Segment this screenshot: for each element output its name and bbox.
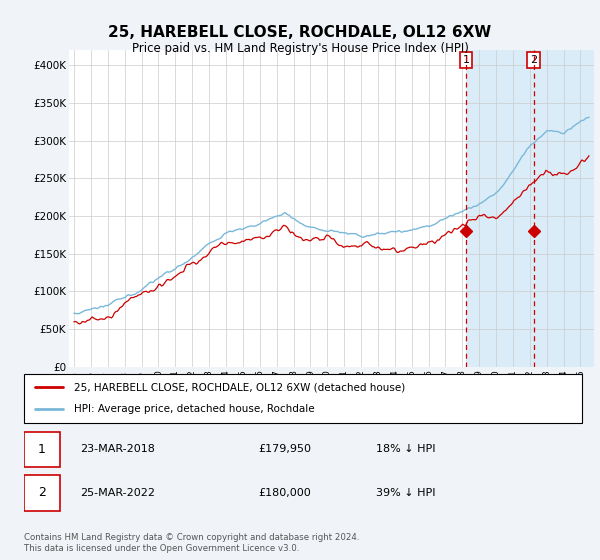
FancyBboxPatch shape [24,432,60,467]
Text: £179,950: £179,950 [259,445,311,454]
FancyBboxPatch shape [24,475,60,511]
Text: 2: 2 [530,55,537,65]
Text: 1: 1 [38,443,46,456]
Text: 2: 2 [38,487,46,500]
Text: 39% ↓ HPI: 39% ↓ HPI [376,488,435,498]
Text: Price paid vs. HM Land Registry's House Price Index (HPI): Price paid vs. HM Land Registry's House … [131,42,469,55]
Text: HPI: Average price, detached house, Rochdale: HPI: Average price, detached house, Roch… [74,404,315,414]
Text: 23-MAR-2018: 23-MAR-2018 [80,445,155,454]
Text: 18% ↓ HPI: 18% ↓ HPI [376,445,435,454]
Text: Contains HM Land Registry data © Crown copyright and database right 2024.
This d: Contains HM Land Registry data © Crown c… [24,533,359,553]
Text: 25, HAREBELL CLOSE, ROCHDALE, OL12 6XW: 25, HAREBELL CLOSE, ROCHDALE, OL12 6XW [109,25,491,40]
FancyBboxPatch shape [24,374,582,423]
Text: 25, HAREBELL CLOSE, ROCHDALE, OL12 6XW (detached house): 25, HAREBELL CLOSE, ROCHDALE, OL12 6XW (… [74,382,406,393]
Text: 25-MAR-2022: 25-MAR-2022 [80,488,155,498]
Bar [466,50,594,367]
Text: 1: 1 [463,55,470,65]
Text: £180,000: £180,000 [259,488,311,498]
